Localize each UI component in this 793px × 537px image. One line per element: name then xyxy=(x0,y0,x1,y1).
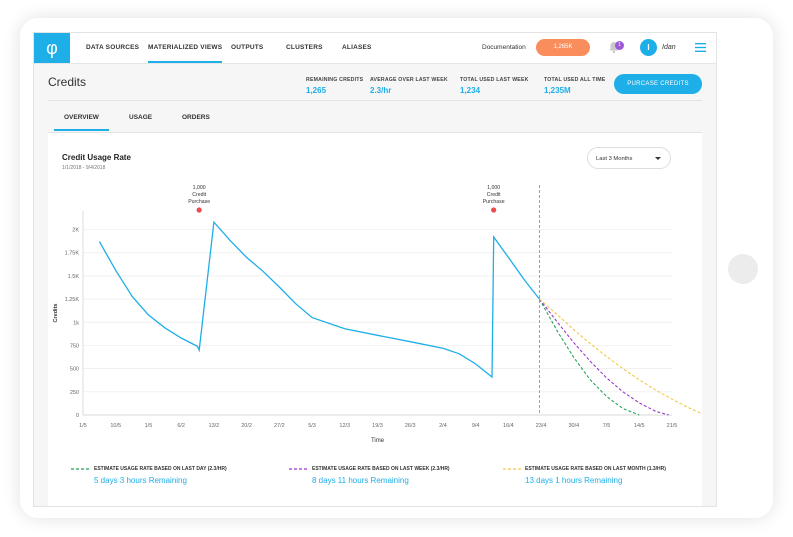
credit-purchase-marker xyxy=(196,207,202,213)
credit-purchase-marker xyxy=(491,207,497,213)
username[interactable]: Idan xyxy=(662,44,676,51)
legend-label-last-week: ESTIMATE USAGE RATE BASED ON LAST WEEK (… xyxy=(312,466,450,472)
legend-swatch-last-week xyxy=(289,468,309,470)
y-tick-label: 1k xyxy=(73,320,79,326)
legend-swatch-last-month xyxy=(503,468,523,470)
stat-value: 1,265 xyxy=(306,86,327,95)
legend-swatch-last-day xyxy=(71,468,91,470)
annotation-label: 1,000 xyxy=(487,185,500,191)
x-tick-label: 16/4 xyxy=(503,423,514,429)
x-tick-label: 5/3 xyxy=(308,423,316,429)
x-tick-label: 1/5 xyxy=(79,423,87,429)
card-title: Credit Usage Rate xyxy=(62,153,131,162)
x-tick-label: 30/4 xyxy=(568,423,579,429)
stat-value: 1,234 xyxy=(460,86,481,95)
y-tick-label: 1.75K xyxy=(65,251,80,257)
nav-data-sources[interactable]: DATA SOURCES xyxy=(86,44,140,51)
credit-usage-chart: 0 250 500 750 1k 1.25K 1.5K 1.75K 2K 1/5 10/5 1/5 6/… xyxy=(53,185,702,444)
annotation-label: Purchase xyxy=(188,199,210,205)
annotation-label: Credit xyxy=(192,192,206,198)
stat-remaining-credits: REMAINING CREDITS 1,265 xyxy=(306,77,363,95)
y-tick-label: 1.25K xyxy=(65,297,80,303)
stat-label: REMAINING CREDITS xyxy=(306,77,364,83)
x-tick-label: 2/4 xyxy=(439,423,447,429)
annotation-label: 1,000 xyxy=(193,185,206,191)
y-tick-label: 750 xyxy=(70,343,79,349)
nav-materialized-views[interactable]: MATERIALIZED VIEWS xyxy=(148,33,223,63)
actual-usage-line xyxy=(98,220,541,379)
tabs-divider xyxy=(48,132,702,133)
chevron-down-icon xyxy=(655,157,661,160)
x-tick-label: 21/5 xyxy=(667,423,678,429)
nav-aliases[interactable]: ALIASES xyxy=(342,44,372,51)
tablet-home-button[interactable] xyxy=(728,254,758,284)
stat-label: TOTAL USED ALL TIME xyxy=(544,77,606,83)
tab-usage[interactable]: USAGE xyxy=(129,114,153,121)
page-title: Credits xyxy=(48,75,87,89)
stat-value: 1,235M xyxy=(544,86,571,95)
credits-balance-pill[interactable]: 1,265K xyxy=(536,39,590,56)
y-tick-label: 500 xyxy=(70,367,79,373)
x-tick-label: 1/5 xyxy=(145,423,153,429)
annotation-label: Purchase xyxy=(483,199,505,205)
avatar[interactable]: I xyxy=(640,39,657,56)
x-axis-label: Time xyxy=(371,438,385,444)
stat-total-all-time: TOTAL USED ALL TIME 1,235M xyxy=(544,77,605,95)
x-tick-label: 27/2 xyxy=(274,423,285,429)
credit-usage-card: Credit Usage Rate 1/1/2018 - 9/4/2018 La… xyxy=(48,133,702,506)
top-navigation: φ DATA SOURCES MATERIALIZED VIEWS OUTPUT… xyxy=(34,33,716,64)
y-tick-label: 2K xyxy=(72,228,79,234)
x-tick-label: 9/4 xyxy=(472,423,480,429)
estimate-last-week-line xyxy=(539,298,669,416)
stat-label: TOTAL USED LAST WEEK xyxy=(460,77,529,83)
x-tick-label: 7/5 xyxy=(603,423,611,429)
header-divider xyxy=(48,100,702,101)
stat-average-last-week: AVERAGE OVER LAST WEEK 2.3/hr xyxy=(370,77,448,95)
documentation-link[interactable]: Documentation xyxy=(482,44,526,51)
y-tick-label: 250 xyxy=(70,390,79,396)
legend-remaining-last-day: 5 days 3 hours Remaining xyxy=(94,476,187,485)
x-tick-label: 10/5 xyxy=(110,423,121,429)
x-tick-label: 20/2 xyxy=(241,423,252,429)
x-tick-label: 6/2 xyxy=(177,423,185,429)
legend-remaining-last-week: 8 days 11 hours Remaining xyxy=(312,476,409,485)
x-tick-label: 23/4 xyxy=(536,423,547,429)
estimate-last-month-line xyxy=(539,298,702,415)
y-tick-label: 0 xyxy=(76,413,79,419)
y-axis-label: Credits xyxy=(53,304,59,323)
stat-label: AVERAGE OVER LAST WEEK xyxy=(370,77,448,83)
x-tick-label: 14/5 xyxy=(634,423,645,429)
notification-badge: 1 xyxy=(615,41,624,50)
x-tick-label: 12/3 xyxy=(339,423,350,429)
x-tick-label: 19/3 xyxy=(372,423,383,429)
nav-outputs[interactable]: OUTPUTS xyxy=(231,44,264,51)
estimate-last-day-line xyxy=(539,298,640,416)
x-tick-label: 13/2 xyxy=(209,423,220,429)
stat-total-last-week: TOTAL USED LAST WEEK 1,234 xyxy=(460,77,529,95)
app-screen: φ DATA SOURCES MATERIALIZED VIEWS OUTPUT… xyxy=(33,32,717,507)
time-range-value: Last 3 Months xyxy=(596,156,633,162)
annotation-label: Credit xyxy=(487,192,501,198)
legend-remaining-last-month: 13 days 1 hours Remaining xyxy=(525,476,623,485)
legend-label-last-month: ESTIMATE USAGE RATE BASED ON LAST MONTH … xyxy=(525,466,666,472)
card-date-range: 1/1/2018 - 9/4/2018 xyxy=(62,165,106,171)
tab-orders[interactable]: ORDERS xyxy=(182,114,210,121)
x-tick-label: 26/3 xyxy=(405,423,416,429)
legend-label-last-day: ESTIMATE USAGE RATE BASED ON LAST DAY (2… xyxy=(94,466,227,472)
hamburger-menu-icon[interactable] xyxy=(695,43,706,52)
time-range-select[interactable]: Last 3 Months xyxy=(587,147,671,169)
nav-clusters[interactable]: CLUSTERS xyxy=(286,44,323,51)
tab-overview[interactable]: OVERVIEW xyxy=(54,105,109,131)
purchase-credits-button[interactable]: PURCASE CREDITS xyxy=(614,74,702,94)
app-logo-icon[interactable]: φ xyxy=(34,33,70,63)
stat-value: 2.3/hr xyxy=(370,86,392,95)
y-tick-label: 1.5K xyxy=(68,274,80,280)
